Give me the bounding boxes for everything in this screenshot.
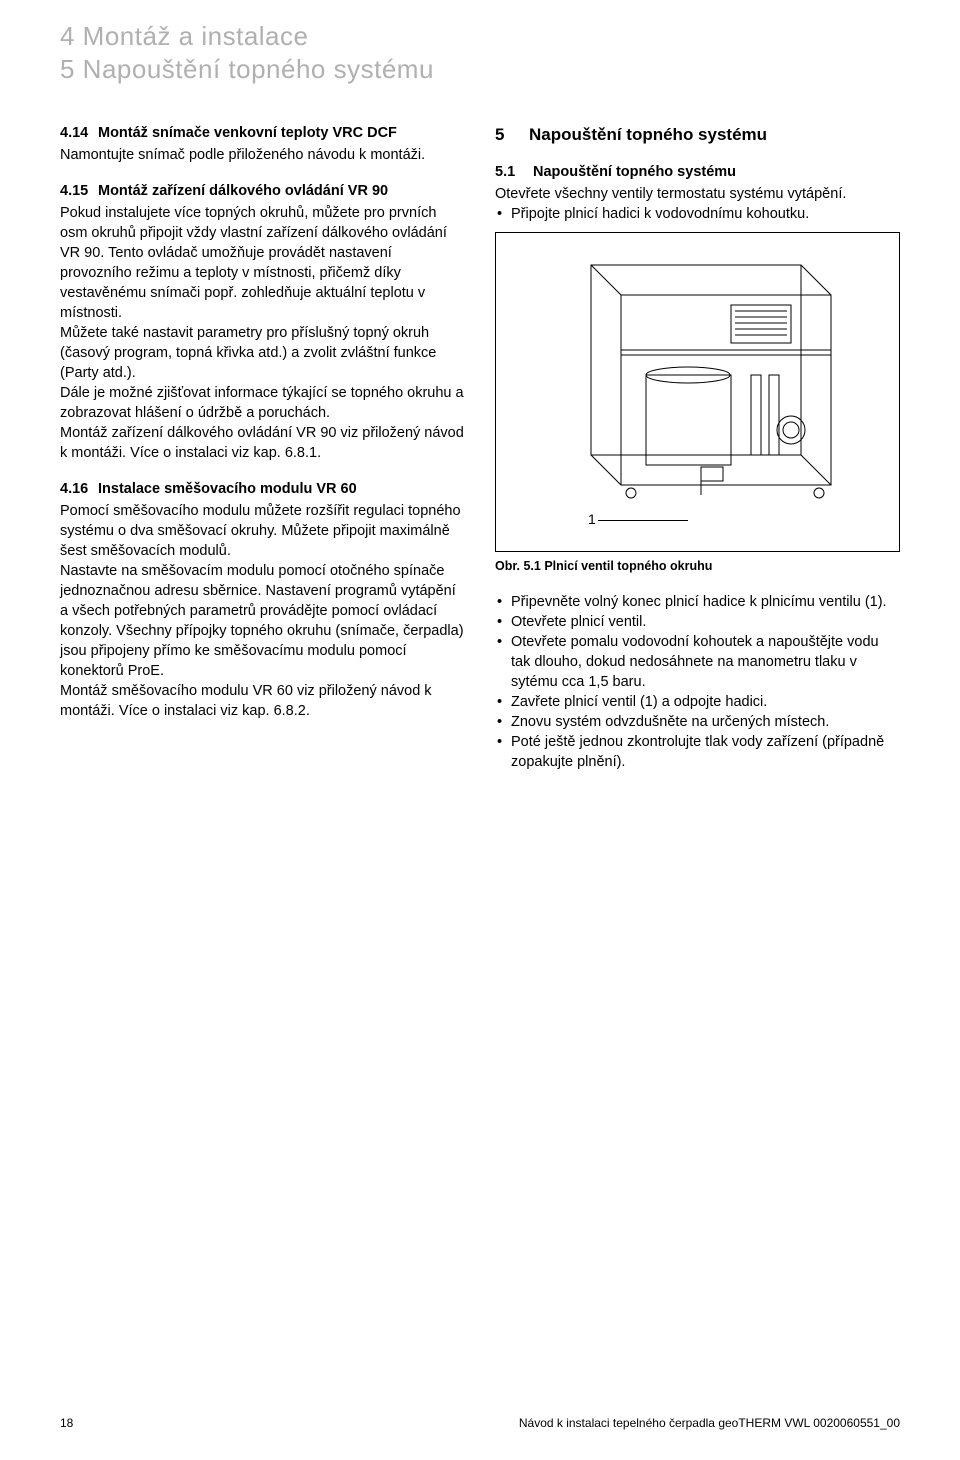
heading-title: Napouštění topného systému — [533, 164, 736, 180]
list-item: Znovu systém odvzdušněte na určených mís… — [495, 712, 900, 732]
list-item: Připojte plnicí hadici k vodovodnímu koh… — [495, 204, 900, 224]
body-4-15-p2: Můžete také nastavit parametry pro přísl… — [60, 323, 465, 383]
doc-reference: Návod k instalaci tepelného čerpadla geo… — [519, 1416, 900, 1430]
heading-num: 4.14 — [60, 123, 98, 143]
list-item: Připevněte volný konec plnicí hadice k p… — [495, 592, 900, 612]
header-line-1: 4 Montáž a instalace — [60, 20, 900, 53]
heading-title: Montáž zařízení dálkového ovládání VR 90 — [98, 183, 388, 199]
list-item: Poté ještě jednou zkontrolujte tlak vody… — [495, 732, 900, 772]
body-4-14: Namontujte snímač podle přiloženého návo… — [60, 145, 465, 165]
figure-5-1: 1 — [495, 232, 900, 552]
heading-num: 4.15 — [60, 181, 98, 201]
page-header: 4 Montáž a instalace 5 Napouštění topnéh… — [60, 20, 900, 85]
list-item: Otevřete pomalu vodovodní kohoutek a nap… — [495, 632, 900, 692]
bullet-list-bottom: Připevněte volný konec plnicí hadice k p… — [495, 592, 900, 772]
chapter-title: Napouštění topného systému — [529, 125, 767, 144]
heading-num: 5.1 — [495, 162, 533, 182]
page-number: 18 — [60, 1416, 73, 1430]
chapter-5-heading: 5Napouštění topného systému — [495, 123, 900, 146]
chapter-num: 5 — [495, 123, 529, 146]
body-4-16-p1: Pomocí směšovacího modulu můžete rozšíři… — [60, 501, 465, 561]
figure-callout-1: 1 — [588, 510, 596, 529]
list-item: Otevřete plnicí ventil. — [495, 612, 900, 632]
list-item: Zavřete plnicí ventil (1) a odpojte hadi… — [495, 692, 900, 712]
right-column: 5Napouštění topného systému 5.1Napouštěn… — [495, 123, 900, 772]
heading-5-1: 5.1Napouštění topného systému — [495, 162, 900, 182]
header-line-2: 5 Napouštění topného systému — [60, 53, 900, 86]
heading-4-15: 4.15Montáž zařízení dálkového ovládání V… — [60, 181, 465, 201]
body-4-15-p3: Dále je možné zjišťovat informace týkají… — [60, 383, 465, 423]
intro-5-1: Otevřete všechny ventily termostatu syst… — [495, 184, 900, 204]
heading-title: Instalace směšovacího modulu VR 60 — [98, 481, 357, 497]
machine-illustration-icon — [551, 255, 851, 525]
heading-title: Montáž snímače venkovní teploty VRC DCF — [98, 125, 397, 141]
heading-num: 4.16 — [60, 479, 98, 499]
body-4-15-p1: Pokud instalujete více topných okruhů, m… — [60, 203, 465, 323]
left-column: 4.14Montáž snímače venkovní teploty VRC … — [60, 123, 465, 772]
body-4-16-p2: Nastavte na směšovacím modulu pomocí oto… — [60, 561, 465, 681]
figure-caption: Obr. 5.1 Plnicí ventil topného okruhu — [495, 558, 900, 575]
bullet-list-top: Připojte plnicí hadici k vodovodnímu koh… — [495, 204, 900, 224]
heading-4-14: 4.14Montáž snímače venkovní teploty VRC … — [60, 123, 465, 143]
body-4-15-p4: Montáž zařízení dálkového ovládání VR 90… — [60, 423, 465, 463]
figure-leader-line — [598, 520, 688, 521]
body-4-16-p3: Montáž směšovacího modulu VR 60 viz přil… — [60, 681, 465, 721]
heading-4-16: 4.16Instalace směšovacího modulu VR 60 — [60, 479, 465, 499]
page-footer: 18 Návod k instalaci tepelného čerpadla … — [60, 1416, 900, 1430]
